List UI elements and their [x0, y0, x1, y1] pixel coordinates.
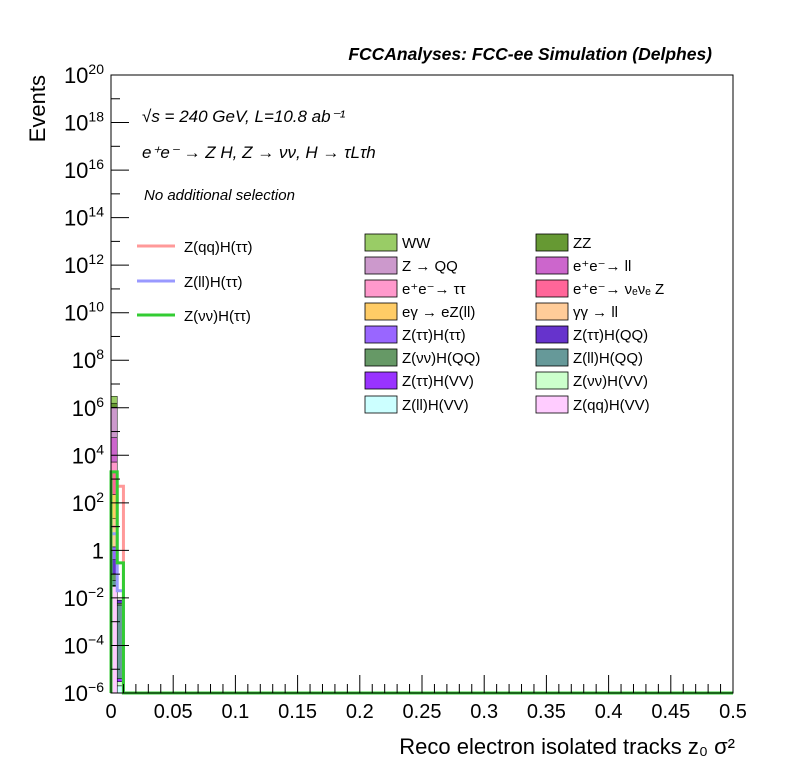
legend-label: e⁺e⁻→ ll	[573, 258, 631, 275]
x-tick-label: 0.3	[470, 701, 498, 723]
x-tick-label: 0.5	[719, 701, 747, 723]
legend-label: Z(ττ)H(VV)	[402, 373, 474, 390]
legend-swatch	[536, 349, 568, 366]
y-tick-label: 1	[92, 538, 104, 563]
x-tick-label: 0.35	[527, 701, 566, 723]
bar-12-0	[111, 438, 117, 462]
legend-swatch	[365, 372, 397, 389]
bar-14-0	[111, 403, 117, 407]
legend-label: Z(νν)H(VV)	[573, 373, 648, 390]
legend-swatch	[536, 372, 568, 389]
x-tick-label: 0.45	[651, 701, 690, 723]
legend-label: ZZ	[573, 235, 591, 252]
legend-label: Z(ττ)H(QQ)	[573, 327, 648, 344]
x-tick-label: 0.25	[403, 701, 442, 723]
x-tick-label: 0.4	[595, 701, 623, 723]
x-tick-label: 0.05	[154, 701, 193, 723]
legend-label: Z(qq)H(VV)	[573, 397, 650, 414]
legend-label: Z → QQ	[402, 258, 458, 275]
y-axis-label: Events	[25, 75, 50, 142]
legend-swatch	[365, 303, 397, 320]
legend-label: Z(ll)H(VV)	[402, 397, 469, 414]
legend-label: eγ → eZ(ll)	[402, 304, 475, 321]
legend-swatch	[536, 396, 568, 413]
legend-label: γγ → ll	[573, 304, 618, 321]
selection-annotation: No additional selection	[144, 187, 295, 204]
bar-13-0	[111, 407, 117, 437]
x-axis-label: Reco electron isolated tracks z₀ σ²	[399, 734, 735, 759]
legend-swatch	[365, 280, 397, 297]
x-tick-label: 0	[105, 701, 116, 723]
process-annotation: e⁺e⁻ → Z H, Z → νν, H → τLτh	[142, 143, 376, 162]
legend-label: Z(qq)H(ττ)	[184, 239, 253, 256]
legend-label: WW	[402, 235, 431, 252]
legend-swatch	[365, 257, 397, 274]
legend-label: e⁺e⁻→ νₑνₑ Z	[573, 281, 664, 298]
legend-label: Z(ll)H(ττ)	[184, 274, 243, 291]
legend-swatch	[536, 326, 568, 343]
legend-label: e⁺e⁻→ ττ	[402, 281, 466, 298]
legend-swatch	[536, 303, 568, 320]
legend-swatch	[365, 234, 397, 251]
legend-label: Z(ll)H(QQ)	[573, 350, 643, 367]
legend-label: Z(νν)H(ττ)	[184, 308, 251, 325]
bar-15-0	[111, 396, 117, 403]
chart-title: FCCAnalyses: FCC-ee Simulation (Delphes)	[348, 44, 712, 64]
x-tick-label: 0.15	[278, 701, 317, 723]
legend-label: Z(ττ)H(ττ)	[402, 327, 466, 344]
x-tick-label: 0.2	[346, 701, 374, 723]
legend-swatch	[536, 257, 568, 274]
legend-label: Z(νν)H(QQ)	[402, 350, 480, 367]
bar-11-0	[111, 462, 117, 471]
energy-annotation: √s = 240 GeV, L=10.8 ab⁻¹	[142, 107, 346, 126]
legend-swatch	[536, 234, 568, 251]
legend-swatch	[365, 326, 397, 343]
legend-swatch	[365, 396, 397, 413]
legend-swatch	[536, 280, 568, 297]
x-tick-label: 0.1	[221, 701, 249, 723]
legend-swatch	[365, 349, 397, 366]
